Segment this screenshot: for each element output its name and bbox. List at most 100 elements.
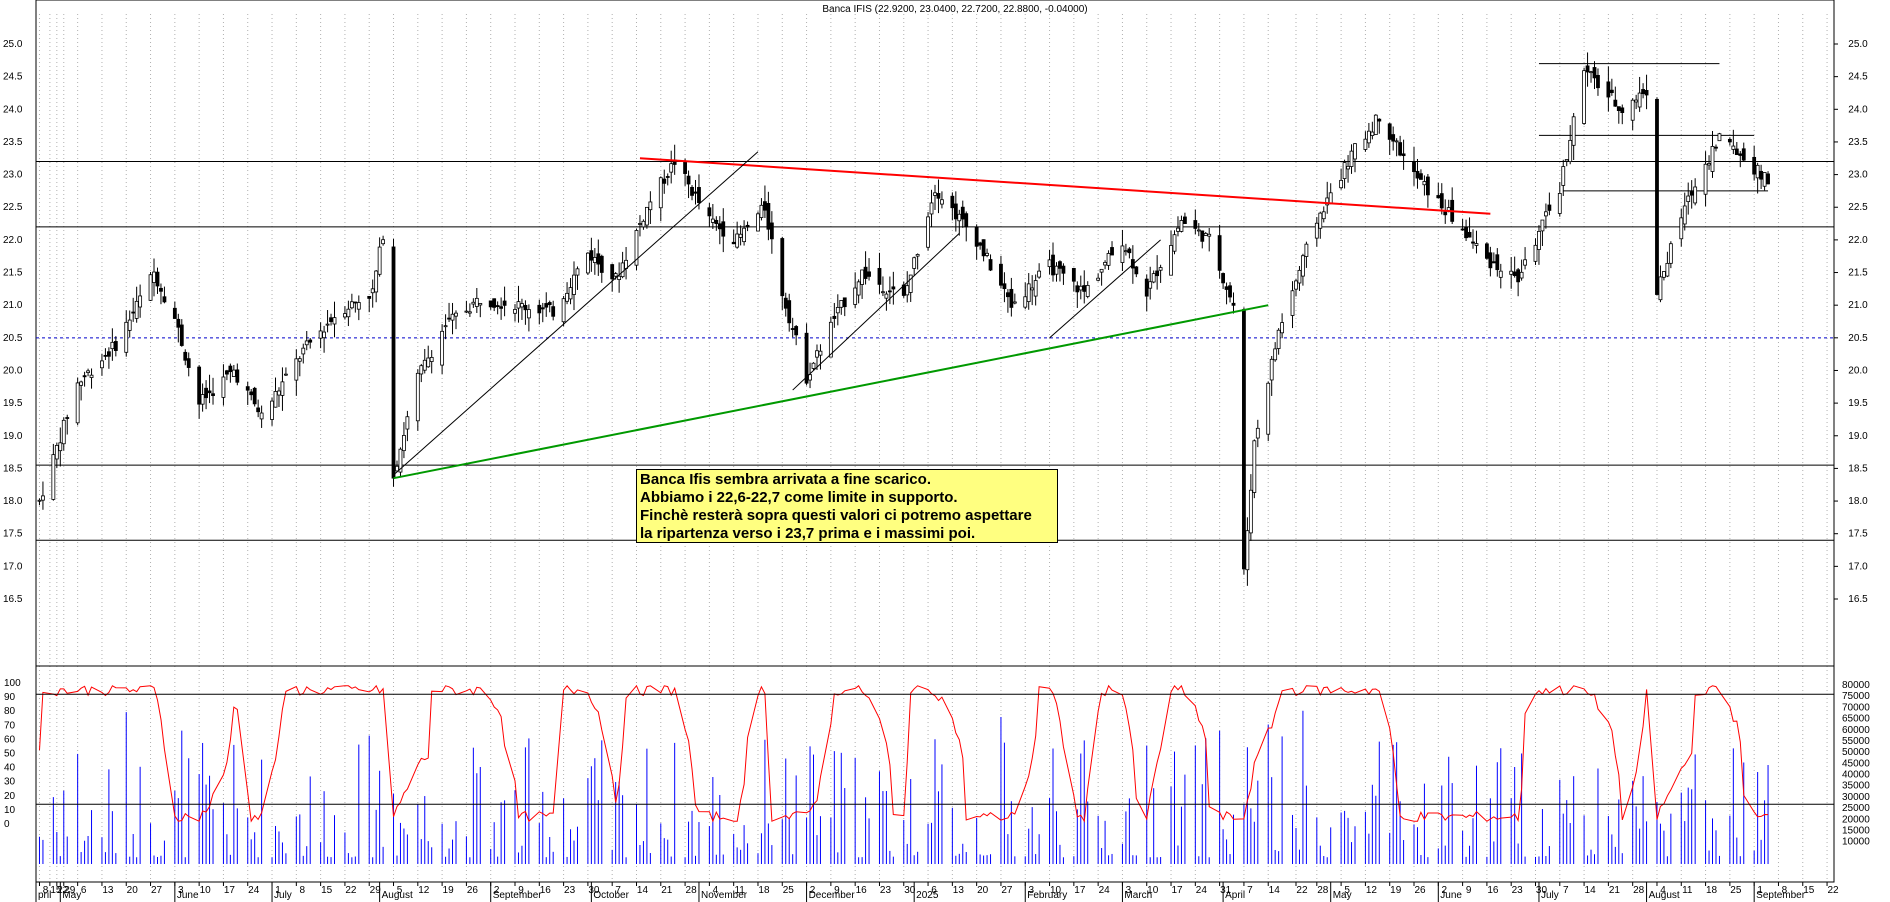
candle-body xyxy=(1425,176,1430,196)
candle-body xyxy=(138,295,143,308)
trendline xyxy=(393,151,759,476)
candle-body xyxy=(1620,107,1625,114)
candle-body xyxy=(1613,99,1618,107)
candle-body xyxy=(905,285,910,296)
x-month-label: June xyxy=(1440,890,1462,901)
candle-body xyxy=(1582,70,1586,124)
candle-body xyxy=(405,416,410,430)
candle-body xyxy=(572,274,576,295)
candle-body xyxy=(693,191,698,194)
x-day-label: 29 xyxy=(370,885,382,896)
candle-body xyxy=(683,161,687,174)
candle-body xyxy=(1078,285,1083,291)
candle-body xyxy=(867,271,871,277)
candle-body xyxy=(526,309,531,319)
candle-body xyxy=(953,203,958,220)
candle-body xyxy=(1196,229,1201,232)
candle-body xyxy=(1155,270,1160,277)
candle-body xyxy=(710,218,715,223)
annotation-line: Abbiamo i 22,6-22,7 come limite in suppo… xyxy=(640,489,958,506)
volume-axis-label: 25000 xyxy=(1842,803,1870,814)
candle-body xyxy=(575,268,580,276)
candle-body xyxy=(402,435,406,452)
candle-body xyxy=(172,307,177,319)
x-day-label: 4 xyxy=(713,885,719,896)
candle-body xyxy=(1592,67,1597,79)
x-day-label: 28 xyxy=(1317,885,1329,896)
oscillator-axis-label: 10 xyxy=(4,805,16,816)
candle-body xyxy=(1349,150,1354,167)
candle-body xyxy=(1033,280,1038,297)
price-axis-label-left: 21.5 xyxy=(3,268,23,279)
candle-body xyxy=(284,373,288,376)
candle-body xyxy=(523,304,528,311)
candle-body xyxy=(450,313,455,321)
candle-body xyxy=(617,275,622,280)
candle-body xyxy=(1346,165,1350,170)
candle-body xyxy=(1110,247,1114,256)
candle-body xyxy=(1169,245,1173,276)
candle-body xyxy=(395,465,399,472)
candle-body xyxy=(280,381,285,396)
candle-body xyxy=(1325,197,1330,206)
x-month-label: July xyxy=(274,890,292,901)
candle-body xyxy=(690,186,694,196)
x-day-label: 17 xyxy=(224,885,236,896)
candle-body xyxy=(1103,262,1107,266)
candle-body xyxy=(1366,130,1371,144)
candle-body xyxy=(1707,163,1711,166)
candle-body xyxy=(1030,287,1035,291)
candle-body xyxy=(325,323,330,326)
candle-body xyxy=(1391,134,1396,142)
candle-body xyxy=(940,199,944,205)
candle-body xyxy=(738,233,743,238)
candle-body xyxy=(322,331,326,339)
candle-body xyxy=(1054,265,1059,275)
x-day-label: 15 xyxy=(1803,885,1815,896)
candle-body xyxy=(1009,288,1014,308)
candle-body xyxy=(641,220,646,228)
candle-body xyxy=(346,308,351,318)
candle-body xyxy=(547,302,552,306)
volume-axis-label: 20000 xyxy=(1842,814,1870,825)
candle-body xyxy=(61,419,66,445)
candle-body xyxy=(1616,106,1621,112)
candle-body xyxy=(419,365,424,375)
x-day-label: 22 xyxy=(1296,885,1308,896)
candle-body xyxy=(1134,266,1139,275)
x-day-label: 17 xyxy=(1074,885,1086,896)
candle-body xyxy=(415,372,420,422)
candle-body xyxy=(1183,216,1187,224)
x-month-label: September xyxy=(493,890,543,901)
x-day-label: 2 xyxy=(494,885,500,896)
candle-body xyxy=(377,246,382,275)
trendline xyxy=(1049,239,1161,339)
candle-body xyxy=(1144,278,1149,297)
candle-body xyxy=(329,317,333,322)
candle-body xyxy=(1509,270,1514,275)
candle-body xyxy=(183,351,188,361)
candle-body xyxy=(159,287,163,292)
x-day-label: 14 xyxy=(637,885,649,896)
candle-body xyxy=(1516,269,1521,283)
candle-body xyxy=(960,206,965,220)
x-day-label: 4 xyxy=(1660,885,1666,896)
x-month-label: June xyxy=(177,890,199,901)
candle-body xyxy=(697,187,701,203)
candle-body xyxy=(884,293,889,299)
candle-body xyxy=(1401,153,1406,157)
x-day-label: 22 xyxy=(345,885,357,896)
volume-axis-label: 75000 xyxy=(1842,691,1870,702)
candle-body xyxy=(1641,89,1645,95)
candle-body xyxy=(1301,255,1305,277)
x-month-label: May xyxy=(1333,890,1352,901)
candle-body xyxy=(610,264,615,280)
x-month-label: 2025 xyxy=(916,890,939,901)
candle-body xyxy=(1342,162,1347,179)
candle-body xyxy=(124,321,129,353)
candle-body xyxy=(440,330,445,366)
candle-body xyxy=(1207,233,1212,237)
candle-body xyxy=(228,365,233,373)
price-axis-label: 24.0 xyxy=(1848,104,1868,115)
